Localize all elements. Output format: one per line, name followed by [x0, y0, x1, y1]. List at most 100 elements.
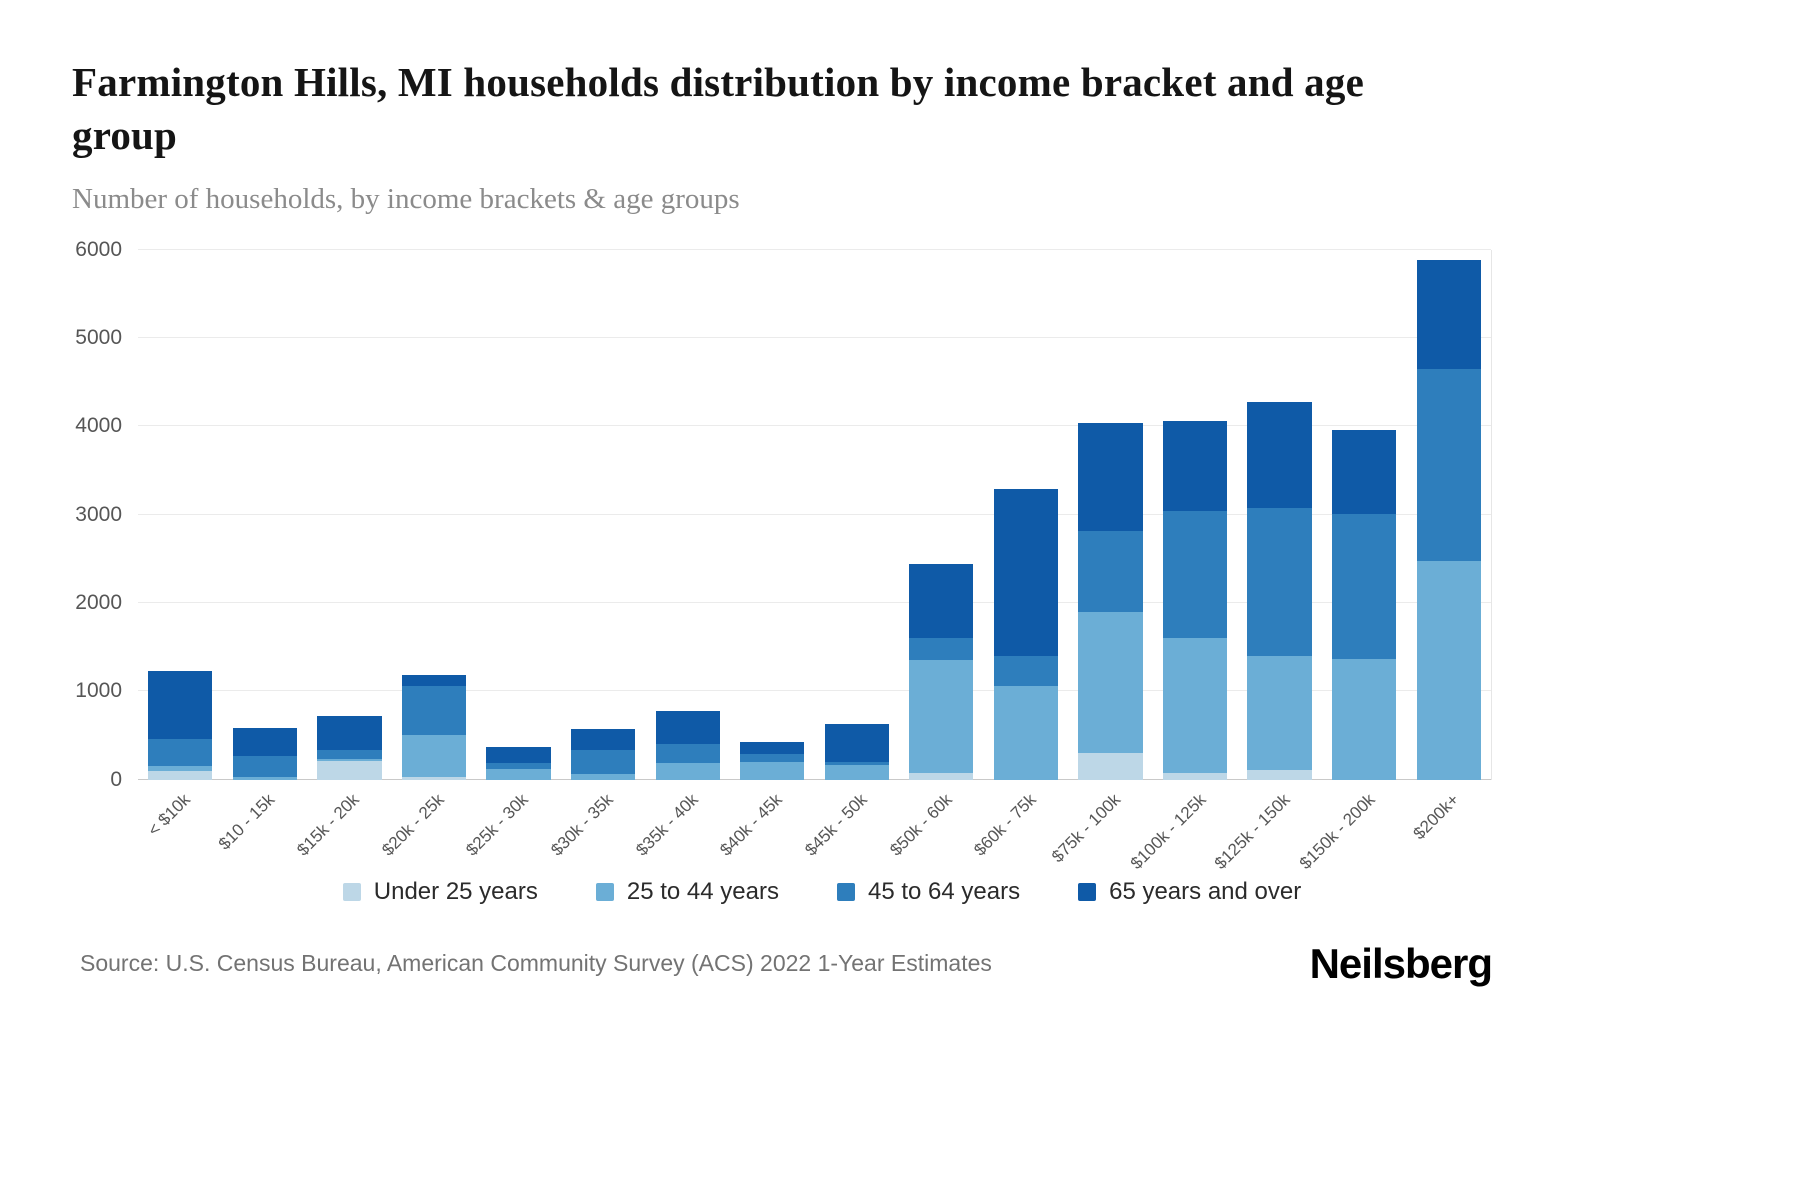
bar-segment — [1162, 772, 1228, 780]
x-tick-label: < $10k — [143, 789, 194, 840]
x-tick-cell: < $10k — [138, 780, 223, 872]
bar-segment — [1332, 429, 1397, 514]
stacked-bar — [1332, 250, 1397, 780]
legend-swatch — [342, 882, 361, 901]
bar-slot — [1237, 250, 1322, 780]
bar-slot — [1153, 250, 1238, 780]
bar-segment — [1078, 530, 1143, 612]
stacked-bar — [317, 250, 382, 780]
bar-segment — [148, 670, 213, 739]
bar-segment — [570, 750, 636, 775]
bar-segment — [401, 776, 467, 780]
y-tick-label: 4000 — [75, 414, 122, 438]
legend-swatch — [595, 882, 614, 901]
bar-segment — [317, 750, 382, 760]
x-axis: < $10k $10 - 15k $15k - 20k $20k - 25k $25k … — [138, 780, 1492, 873]
x-tick-cell: $25k - 30k — [463, 780, 562, 872]
bar-segment — [993, 655, 1059, 686]
x-tick-cell: $45k - 50k — [801, 780, 900, 872]
stacked-bar — [993, 250, 1059, 780]
legend-swatch — [1078, 882, 1097, 901]
x-tick-cell: $10 - 15k — [215, 780, 308, 872]
bar-segment — [909, 772, 974, 780]
bar-segment — [824, 723, 889, 763]
stacked-bar — [740, 250, 805, 780]
x-tick-cell: $150k - 200k — [1296, 780, 1408, 873]
x-tick-label: $200k+ — [1409, 789, 1464, 843]
bar-segment — [1162, 420, 1228, 512]
neilsberg-logo: Neilsberg — [1309, 939, 1493, 987]
legend: Under 25 years 25 to 44 years 45 to 64 yea… — [72, 878, 1572, 906]
bar-segment — [1162, 511, 1228, 639]
bar-segment — [570, 729, 636, 751]
bar-slot — [645, 250, 730, 780]
bar-slot — [899, 250, 984, 780]
bar-segment — [1078, 753, 1143, 780]
bar-slot — [392, 250, 477, 780]
bar-slot — [1406, 250, 1491, 780]
legend-swatch — [836, 882, 855, 901]
bar-segment — [148, 738, 213, 766]
bar-segment — [148, 771, 213, 780]
x-tick-cell: $40k - 45k — [717, 780, 815, 872]
bar-segment — [655, 763, 720, 780]
legend-item: 45 to 64 years — [836, 877, 1021, 906]
stacked-bar — [1247, 250, 1312, 780]
bar-segment — [317, 760, 382, 780]
plot-wrap — [138, 248, 1492, 780]
bar-segment — [1162, 638, 1228, 773]
bar-segment — [401, 674, 467, 687]
gridline-4000 — [138, 425, 1491, 427]
legend-label: Under 25 years — [373, 877, 538, 905]
bar-segment — [148, 765, 213, 772]
chart: 0 1000 2000 3000 4000 5000 6000 < $10k $10 - 15… — [72, 238, 1492, 873]
bar-segment — [1247, 507, 1312, 656]
bar-slot — [730, 250, 815, 780]
bar-segment — [655, 744, 720, 764]
bar-slot — [476, 250, 561, 780]
bar-segment — [1247, 769, 1312, 780]
bar-segment — [486, 762, 551, 769]
bar-segment — [317, 759, 382, 761]
bar-segment — [740, 741, 805, 754]
bar-segment — [909, 638, 974, 661]
bar-segment — [232, 727, 297, 756]
stacked-bar — [486, 250, 551, 780]
bar-segment — [909, 564, 974, 639]
y-tick-label: 6000 — [75, 237, 122, 261]
gridline-0 — [138, 778, 1491, 780]
bar-segment — [993, 489, 1059, 656]
bar-segment — [401, 686, 467, 735]
bar-segment — [486, 746, 551, 763]
bar-slot — [815, 250, 900, 780]
bar-segment — [401, 734, 467, 777]
bar-segment — [1416, 561, 1481, 780]
y-tick-label: 2000 — [75, 590, 122, 614]
bar-segment — [655, 710, 720, 745]
bar-segment — [1078, 611, 1143, 754]
bar-segment — [1416, 260, 1481, 369]
legend-item: 25 to 44 years — [595, 877, 779, 906]
bar-segment — [232, 776, 297, 780]
bar-segment — [1416, 368, 1481, 562]
source-note: Source: U.S. Census Bureau, American Com… — [80, 950, 992, 977]
legend-label: 65 years and over — [1109, 877, 1302, 905]
bar-segment — [1078, 422, 1143, 531]
bar-slot — [1322, 250, 1407, 780]
legend-item: Under 25 years — [342, 877, 538, 906]
bar-segment — [317, 716, 382, 751]
bar-slot — [138, 250, 223, 780]
gridline-1000 — [138, 690, 1491, 692]
legend-label: 25 to 44 years — [626, 877, 779, 905]
stacked-bar — [570, 250, 636, 780]
bar-slot — [223, 250, 308, 780]
gridline-2000 — [138, 601, 1491, 603]
y-tick-label: 1000 — [75, 679, 122, 703]
chart-title: Farmington Hills, MI households distribu… — [72, 59, 1364, 159]
stacked-bar — [1162, 250, 1228, 780]
bar-segment — [909, 660, 974, 773]
legend-label: 45 to 64 years — [867, 877, 1021, 905]
bar-segment — [1332, 658, 1397, 780]
gridline-3000 — [138, 513, 1491, 515]
